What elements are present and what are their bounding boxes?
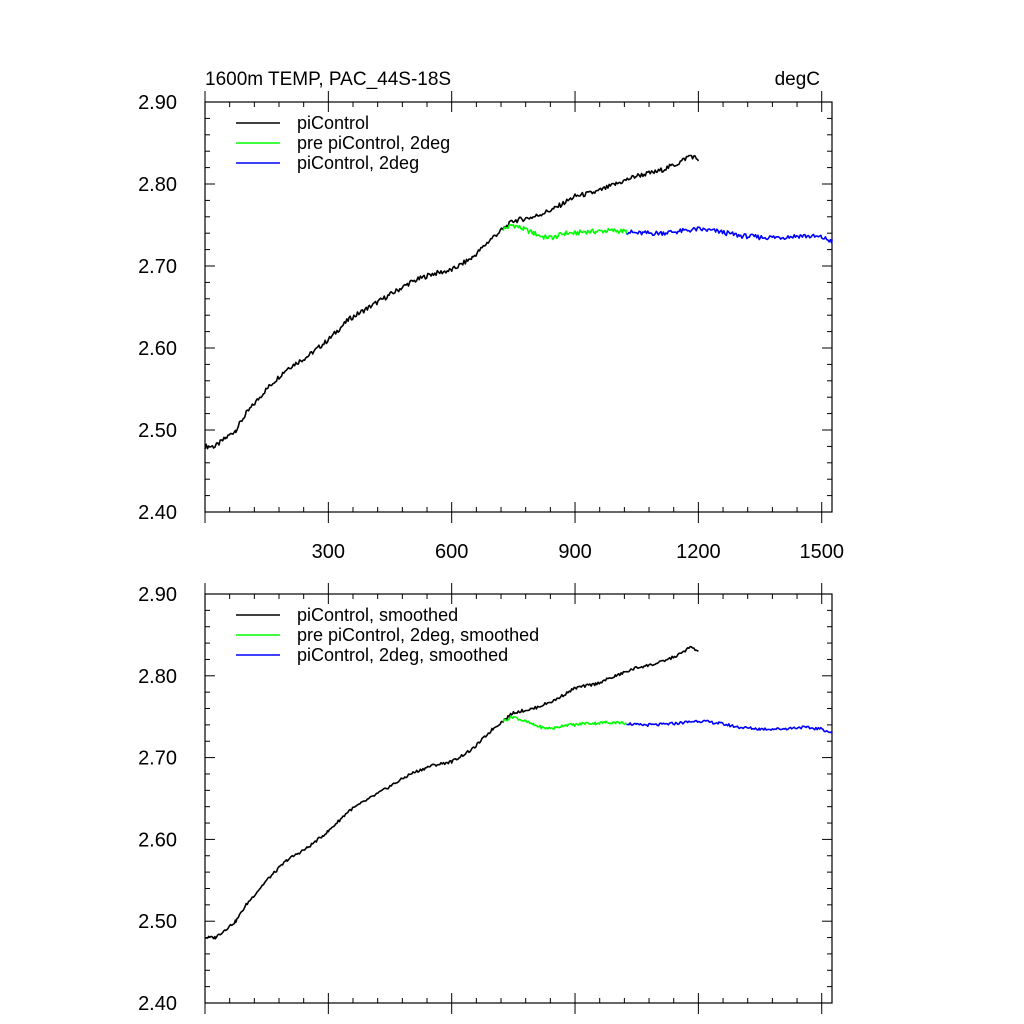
series-line-3 [626, 226, 833, 244]
y-tick-label: 2.60 [138, 338, 177, 360]
series-line-3 [626, 719, 833, 734]
chart-title: 1600m TEMP, PAC_44S-18S [205, 69, 451, 90]
legend-label: piControl, 2deg [297, 153, 419, 173]
plot-frame [204, 101, 833, 513]
x-tick-label: 900 [558, 541, 591, 563]
y-tick-label: 2.50 [138, 911, 177, 933]
chart-panel-2: 2.40 2.50 2.60 2.70 2.80 2.90 piControl, smoot… [138, 583, 833, 1015]
legend-label: pre piControl, 2deg [297, 133, 450, 153]
x-tick-label: 300 [312, 541, 345, 563]
series-line-2 [502, 715, 627, 730]
series-line-1 [204, 154, 700, 450]
y-tick-label: 2.70 [138, 256, 177, 278]
y-tick-label: 2.50 [138, 420, 177, 442]
y-tick-label: 2.80 [138, 174, 177, 196]
y-tick-label: 2.40 [138, 502, 177, 524]
y-tick-label: 2.90 [138, 92, 177, 114]
y-tick-label: 2.80 [138, 666, 177, 688]
y-tick-label: 2.40 [138, 993, 177, 1015]
series-line-2 [502, 224, 628, 241]
series-line-1 [204, 645, 699, 940]
y-tick-label: 2.90 [138, 584, 177, 606]
units-label: degC [775, 69, 820, 90]
chart-panel-1: 2.40 2.50 2.60 2.70 2.80 2.90 300 600 900 1200 150… [138, 69, 844, 563]
x-tick-label: 1200 [676, 541, 721, 563]
legend-label: piControl, smoothed [297, 605, 458, 625]
legend-label: piControl, 2deg, smoothed [297, 645, 508, 665]
plot-frame [204, 593, 833, 1004]
y-tick-label: 2.70 [138, 748, 177, 770]
legend-label: pre piControl, 2deg, smoothed [297, 625, 539, 645]
x-tick-label: 1500 [799, 541, 844, 563]
legend-label: piControl [297, 113, 369, 133]
x-tick-label: 600 [435, 541, 468, 563]
y-tick-label: 2.60 [138, 829, 177, 851]
